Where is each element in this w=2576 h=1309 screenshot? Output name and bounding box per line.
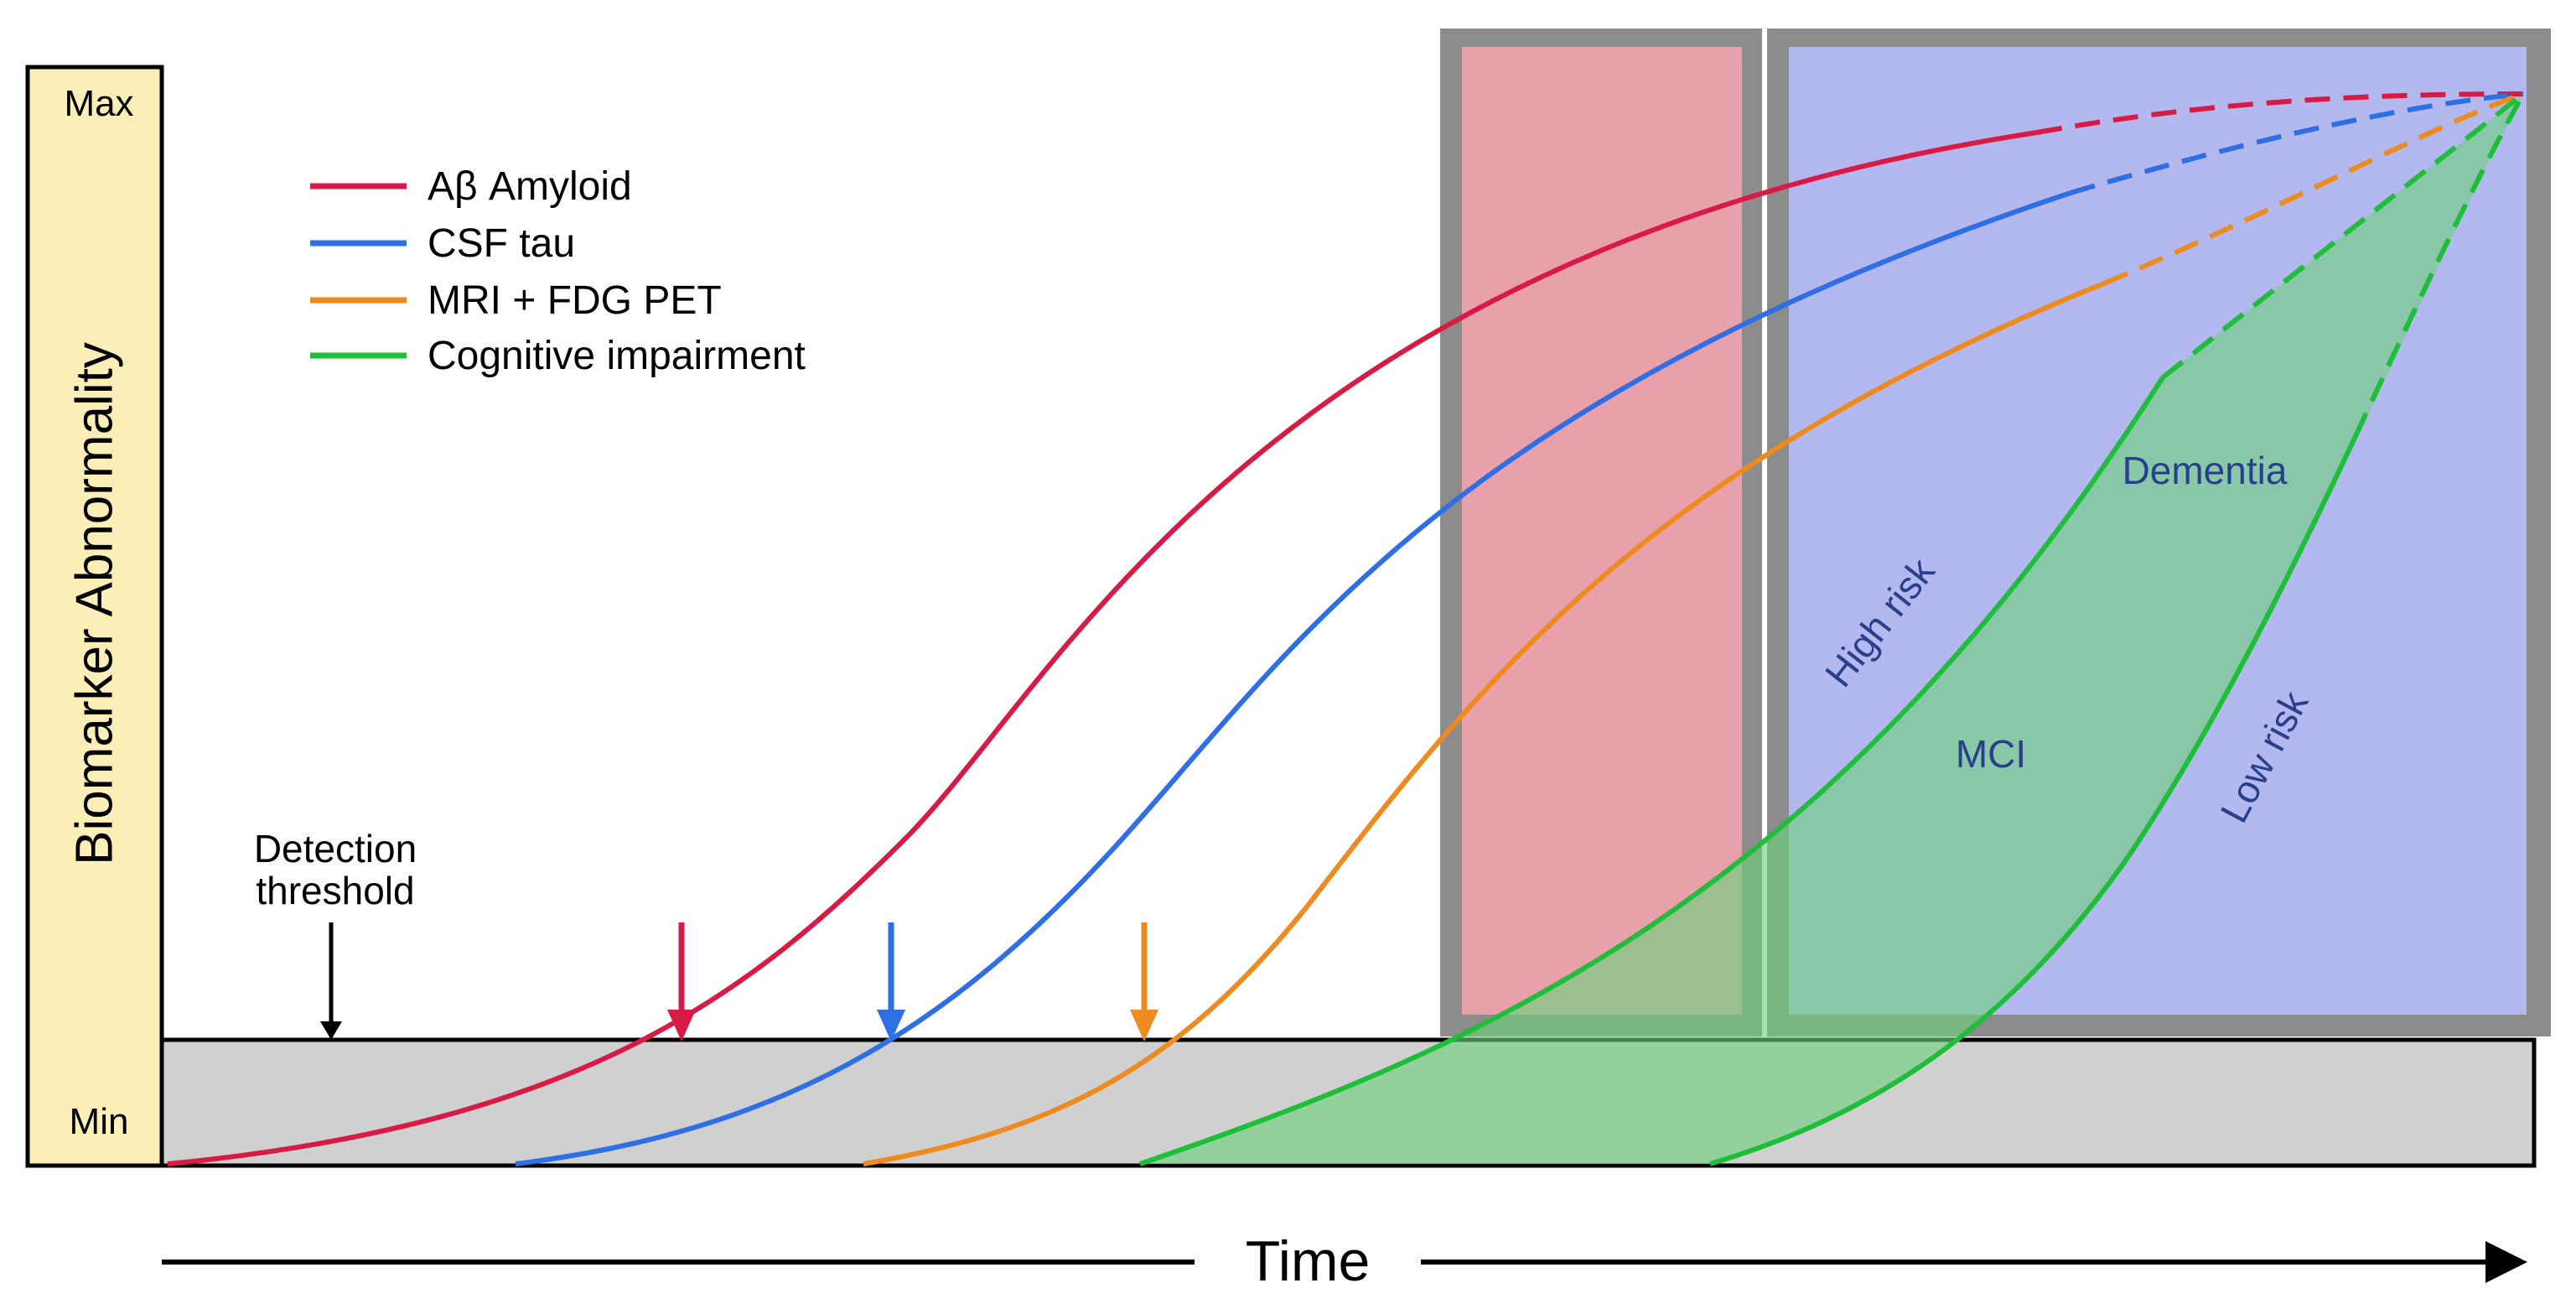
dementia-label: Dementia <box>2122 449 2288 492</box>
csf-tau-curve <box>515 190 2071 1166</box>
cognitive-low-risk-projection <box>2353 92 2526 438</box>
legend-label-csf-tau: CSF tau <box>428 221 575 266</box>
cognitive-impairment-region <box>1140 94 2523 1164</box>
pink-panel <box>1462 47 1742 1015</box>
csf-tau-detection-arrow <box>877 922 905 1041</box>
amyloid-detection-arrow <box>667 922 696 1041</box>
amyloid-curve <box>167 130 2038 1166</box>
detection-threshold-label-line2: threshold <box>256 869 414 912</box>
cognitive-high-risk-curve <box>1139 376 2165 1166</box>
legend-label-mri-fdg-pet: MRI + FDG PET <box>428 278 722 323</box>
mci-label: MCI <box>1956 732 2026 776</box>
mri-fdg-pet-curve <box>863 281 2106 1166</box>
mri-fdg-pet-detection-arrow <box>1130 922 1158 1041</box>
legend-label-cognitive: Cognitive impairment <box>428 334 806 378</box>
legend: Aβ Amyloid CSF tau MRI + FDG PET Cogniti… <box>310 164 806 378</box>
mri-fdg-pet-curve-projection <box>2102 91 2524 286</box>
y-axis-title: Biomarker Abnormality <box>66 342 124 865</box>
y-axis-max-label: Max <box>64 83 133 124</box>
time-axis-arrowhead <box>2485 1241 2527 1283</box>
cognitive-low-risk-curve <box>1709 434 2358 1166</box>
y-axis-min-label: Min <box>70 1101 129 1142</box>
detection-threshold-label-line1: Detection <box>254 827 417 870</box>
time-axis-label: Time <box>1246 1229 1371 1293</box>
csf-tau-curve-projection <box>2070 91 2524 195</box>
amyloid-curve-projection <box>2036 91 2524 135</box>
legend-label-amyloid: Aβ Amyloid <box>428 164 632 209</box>
detection-threshold-arrow <box>320 922 342 1040</box>
y-axis-box <box>25 65 164 1168</box>
